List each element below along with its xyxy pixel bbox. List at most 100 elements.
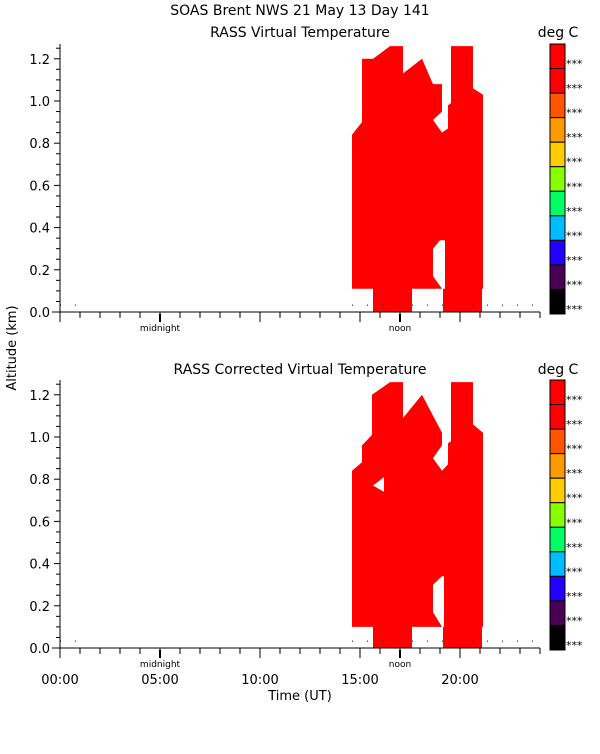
colorbar-label: *** [566, 229, 583, 242]
sampling-dot [487, 304, 488, 306]
sampling-dot [75, 304, 76, 306]
colorbar-segment [549, 600, 566, 626]
sampling-dot [397, 640, 398, 642]
colorbar-segment [549, 239, 566, 266]
sampling-dot [397, 304, 398, 306]
colorbar-segment [549, 453, 566, 479]
colorbar-label: *** [566, 278, 583, 291]
sampling-dot [532, 304, 533, 306]
sampling-dot [427, 640, 428, 642]
colorbar-label: *** [566, 443, 583, 456]
colorbar-label: *** [566, 541, 583, 554]
colorbar-label: *** [566, 180, 583, 193]
sampling-dot [412, 304, 413, 306]
sampling-dot [442, 304, 443, 306]
colorbar-segment [549, 502, 566, 528]
midnight-marker [159, 314, 161, 322]
noon-marker [399, 314, 401, 322]
midnight-label: midnight [140, 324, 181, 334]
sampling-dot [457, 304, 458, 306]
colorbar-label: *** [566, 467, 583, 480]
sampling-dot [487, 640, 488, 642]
colorbar-label: *** [566, 565, 583, 578]
colorbar-label: *** [566, 107, 583, 120]
colorbar-segment [549, 404, 566, 430]
x-tick-label: 15:00 [341, 673, 378, 688]
colorbar-label: *** [566, 418, 583, 431]
noon-marker [399, 650, 401, 658]
temperature-region [352, 46, 483, 313]
colorbar-label: *** [566, 156, 583, 169]
colorbar-segment [549, 264, 566, 290]
midnight-marker [159, 650, 161, 658]
y-tick-label: 0.8 [29, 137, 50, 152]
panel-2: RASS Corrected Virtual Temperature deg C 0… [29, 362, 583, 688]
colorbar-segment [549, 428, 566, 455]
y-tick-label: 0.2 [29, 264, 50, 279]
y-tick-label: 0.4 [29, 222, 50, 237]
colorbar-label: *** [566, 639, 583, 652]
x-tick-label: 20:00 [441, 673, 478, 688]
colorbar-segment [549, 379, 566, 406]
y-tick-label: 0.0 [29, 642, 50, 657]
y-tick-label: 0.0 [29, 306, 50, 321]
y-axis-label: Altitude (km) [5, 305, 20, 390]
sampling-dot [472, 640, 473, 642]
y-tick-label: 0.2 [29, 600, 50, 615]
y-tick-label: 0.6 [29, 179, 50, 194]
sampling-dot [367, 640, 368, 642]
sampling-dot [532, 640, 533, 642]
colorbar-label: *** [566, 303, 583, 316]
sampling-dot [75, 640, 76, 642]
x-tick-label: 05:00 [141, 673, 178, 688]
colorbar-label: *** [566, 205, 583, 218]
y-tick-label: 1.0 [29, 95, 50, 110]
y-tick-label: 1.2 [29, 53, 50, 68]
colorbar-label: *** [566, 131, 583, 144]
sampling-dot [442, 640, 443, 642]
colorbar-segment [549, 526, 566, 553]
sampling-dot [382, 304, 383, 306]
sampling-dot [352, 640, 353, 642]
colorbar-segment [549, 92, 566, 119]
y-tick-label: 1.0 [29, 431, 50, 446]
x-tick-label: 10:00 [241, 673, 278, 688]
main-title: SOAS Brent NWS 21 May 13 Day 141 [170, 3, 429, 19]
sampling-dot [472, 304, 473, 306]
colorbar-label: *** [566, 82, 583, 95]
colorbar-label: *** [566, 492, 583, 505]
sampling-dot [412, 640, 413, 642]
panel-title: RASS Virtual Temperature [210, 25, 390, 41]
y-tick-label: 0.6 [29, 515, 50, 530]
sampling-dot [517, 304, 518, 306]
midnight-label: midnight [140, 660, 181, 670]
sampling-dot [367, 304, 368, 306]
panel-title: RASS Corrected Virtual Temperature [174, 362, 427, 378]
colorbar-segment [549, 117, 566, 143]
colorbar-unit: deg C [538, 25, 579, 41]
colorbar-segment [549, 166, 566, 192]
colorbar-segment [549, 190, 566, 217]
colorbar-segment [549, 624, 566, 651]
colorbar-segment [549, 551, 566, 577]
colorbar-label: *** [566, 394, 583, 407]
sampling-dot [457, 640, 458, 642]
colorbar-label: *** [566, 254, 583, 267]
sampling-dot [502, 304, 503, 306]
x-tick-label: 00:00 [41, 673, 78, 688]
colorbar-label: *** [566, 58, 583, 71]
y-tick-label: 1.2 [29, 389, 50, 404]
x-axis-label: Time (UT) [267, 689, 332, 704]
colorbar-segment [549, 288, 566, 315]
colorbar-segment [549, 575, 566, 602]
colorbar-segment [549, 215, 566, 241]
noon-label: noon [389, 660, 411, 670]
sampling-dot [427, 304, 428, 306]
y-tick-label: 0.4 [29, 558, 50, 573]
sampling-dot [382, 640, 383, 642]
colorbar-segment [549, 477, 566, 504]
colorbar-label: *** [566, 516, 583, 529]
colorbar-unit: deg C [538, 362, 579, 378]
colorbar-segment [549, 141, 566, 168]
